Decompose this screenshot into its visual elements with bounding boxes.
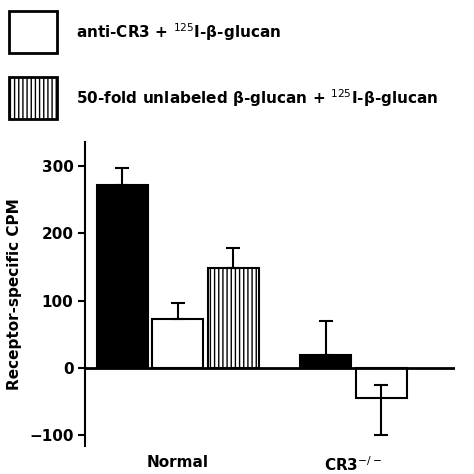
Y-axis label: Receptor-specific CPM: Receptor-specific CPM: [7, 198, 22, 390]
Text: 50-fold unlabeled β-glucan + $^{125}$I-β-glucan: 50-fold unlabeled β-glucan + $^{125}$I-β…: [76, 87, 438, 109]
FancyBboxPatch shape: [9, 77, 57, 119]
Bar: [152, 319, 203, 368]
Text: anti-CR3 + $^{125}$I-β-glucan: anti-CR3 + $^{125}$I-β-glucan: [76, 21, 281, 43]
Bar: [356, 368, 407, 398]
Bar: [97, 185, 148, 368]
Bar: [208, 268, 259, 368]
Bar: [300, 355, 351, 368]
FancyBboxPatch shape: [9, 10, 57, 53]
